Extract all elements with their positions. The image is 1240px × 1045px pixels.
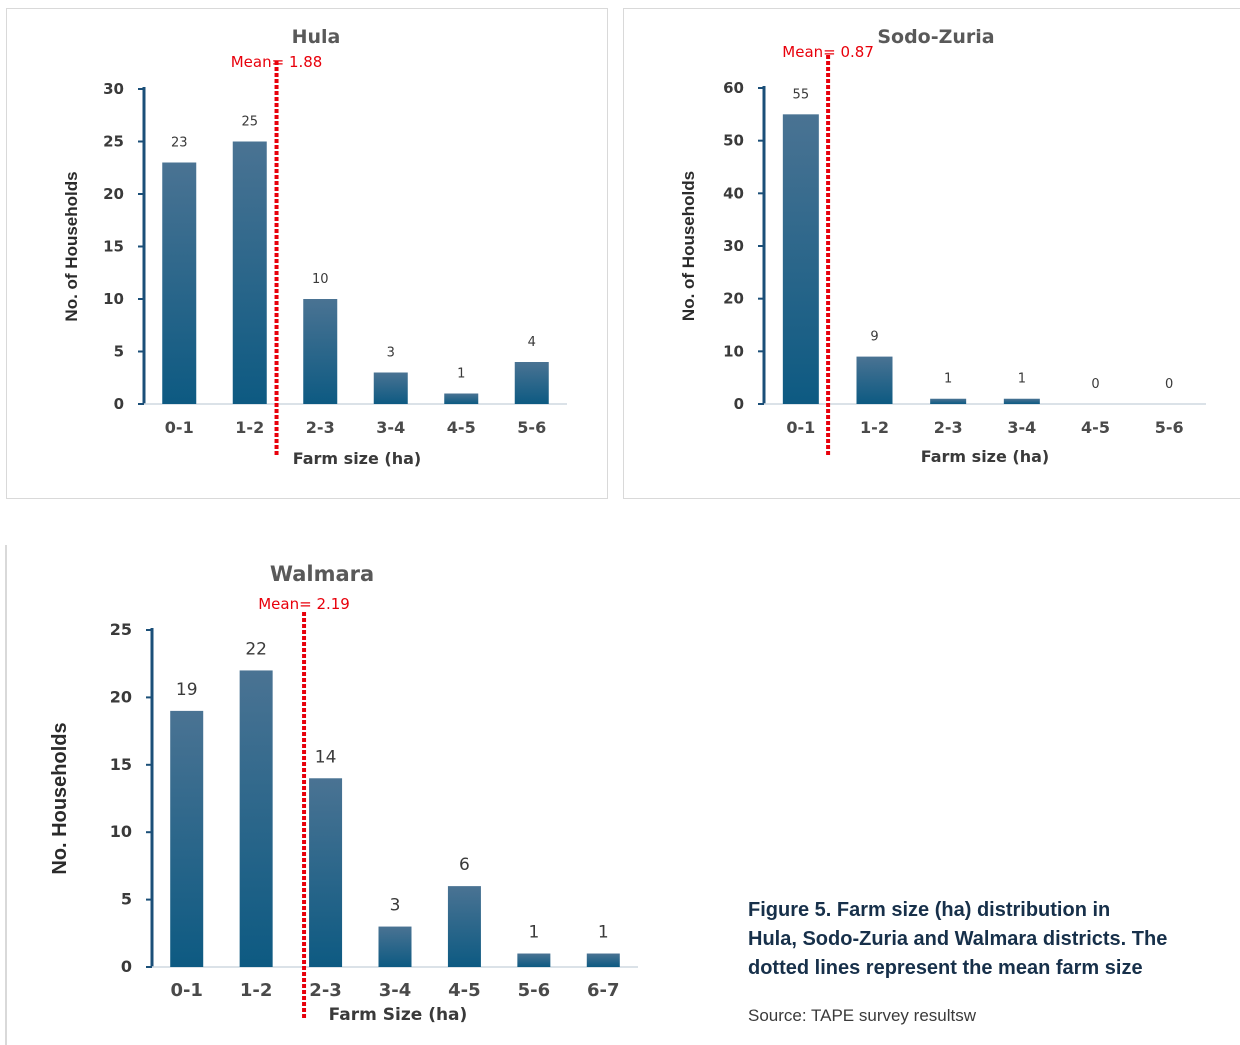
bar-2-3	[930, 398, 967, 404]
y-tick-label: 25	[110, 620, 132, 639]
y-tick-label: 25	[103, 133, 124, 151]
data-label: 19	[176, 680, 198, 700]
y-tick-label: 50	[723, 132, 744, 150]
y-tick-label: 5	[121, 890, 132, 909]
bar-0-1	[782, 114, 819, 404]
x-tick-label: 3-4	[1007, 418, 1036, 437]
bar-4-5	[444, 393, 479, 404]
mean-label: Mean= 1.88	[231, 53, 323, 71]
chart-panel-sodo-zuria: Sodo-Zuria 0 10 20 30 40 50 60 55 0-1 9 1-2 1 2-3 1 3-4…	[623, 8, 1240, 499]
x-tick-label: 0-1	[786, 418, 815, 437]
y-tick-label: 20	[103, 185, 124, 203]
x-tick-label: 4-5	[1081, 418, 1110, 437]
x-tick-label: 5-6	[517, 418, 546, 437]
y-axis-label: No. of Households	[679, 171, 698, 321]
x-tick-label: 2-3	[309, 980, 342, 1001]
data-label: 14	[315, 747, 337, 767]
y-tick-label: 30	[723, 237, 744, 255]
y-tick-label: 0	[114, 395, 124, 413]
bar-1-2	[856, 356, 893, 404]
data-label: 23	[171, 136, 188, 151]
chart-walmara: Walmara 0 5 10 15 20 25 19 0-1 22 1-2 14 2-3 3 3-4 6 4-5…	[49, 562, 638, 1025]
x-tick-label: 4-5	[448, 980, 481, 1001]
x-axis-label: Farm Size (ha)	[329, 1005, 468, 1025]
chart-title: Hula	[292, 26, 341, 48]
chart-title: Walmara	[270, 562, 374, 586]
data-label: 9	[870, 330, 878, 345]
chart-hula: Hula 0 5 10 15 20 25 30 23 0-1 25 1-2 10 2-3 3 3-4 1 4-5 4…	[62, 26, 567, 468]
chart-panel-hula: Hula 0 5 10 15 20 25 30 23 0-1 25 1-2 10 2-3 3 3-4 1 4-5 4…	[6, 8, 608, 499]
data-label: 22	[245, 639, 267, 659]
x-tick-label: 3-4	[376, 418, 405, 437]
y-tick-label: 20	[723, 290, 744, 308]
mean-label: Mean= 0.87	[782, 43, 874, 61]
y-tick-label: 20	[110, 687, 132, 706]
data-label: 1	[528, 923, 539, 943]
y-tick-label: 0	[734, 395, 744, 413]
y-tick-label: 10	[723, 342, 744, 360]
chart-sodo-zuria: Sodo-Zuria 0 10 20 30 40 50 60 55 0-1 9 1-2 1 2-3 1 3-4…	[679, 26, 1206, 466]
x-axis-label: Farm size (ha)	[293, 449, 421, 468]
x-tick-label: 0-1	[170, 980, 203, 1001]
x-tick-label: 0-1	[165, 418, 194, 437]
y-tick-label: 15	[110, 755, 132, 774]
y-tick-label: 5	[114, 343, 124, 361]
x-tick-label: 1-2	[240, 980, 273, 1001]
data-label: 3	[390, 896, 401, 916]
figure-source: Source: TAPE survey resultsw	[748, 1006, 977, 1025]
bar-5-6	[514, 362, 549, 404]
data-label: 1	[457, 367, 465, 382]
bar-1-2	[232, 141, 267, 404]
y-tick-label: 10	[103, 290, 124, 308]
bar-4-5	[447, 886, 481, 967]
bar-0-1	[162, 162, 197, 404]
y-axis-label: No. Households	[49, 722, 71, 874]
data-label: 4	[528, 335, 536, 350]
x-tick-label: 5-6	[518, 980, 551, 1001]
data-label: 3	[387, 346, 395, 361]
bar-3-4	[378, 926, 412, 967]
data-label: 10	[312, 272, 329, 287]
data-label: 0	[1091, 377, 1099, 392]
y-tick-label: 60	[723, 79, 744, 97]
bar-1-2	[239, 670, 273, 967]
y-axis-label: No. of Households	[62, 171, 81, 321]
bar-2-3	[303, 299, 338, 404]
x-tick-label: 3-4	[379, 980, 412, 1001]
y-tick-label: 30	[103, 80, 124, 98]
data-label: 6	[459, 855, 470, 875]
y-tick-label: 10	[110, 822, 132, 841]
bar-6-7	[586, 953, 620, 967]
y-tick-label: 0	[121, 957, 132, 976]
mean-label: Mean= 2.19	[258, 595, 350, 613]
bar-2-3	[309, 778, 343, 967]
x-tick-label: 5-6	[1155, 418, 1184, 437]
data-label: 1	[598, 923, 609, 943]
y-tick-label: 40	[723, 184, 744, 202]
data-label: 1	[944, 372, 952, 387]
x-tick-label: 2-3	[306, 418, 335, 437]
x-tick-label: 4-5	[447, 418, 476, 437]
x-tick-label: 6-7	[587, 980, 620, 1001]
x-tick-label: 2-3	[934, 418, 963, 437]
x-axis-label: Farm size (ha)	[921, 447, 1049, 466]
chart-panel-walmara: Walmara 0 5 10 15 20 25 19 0-1 22 1-2 14 2-3 3 3-4 6 4-5…	[5, 545, 645, 1045]
bar-3-4	[1003, 398, 1040, 404]
data-label: 1	[1018, 372, 1026, 387]
bar-0-1	[170, 710, 204, 967]
y-tick-label: 15	[103, 238, 124, 256]
data-label: 55	[793, 87, 810, 102]
x-tick-label: 1-2	[860, 418, 889, 437]
bar-5-6	[517, 953, 551, 967]
data-label: 25	[241, 115, 258, 130]
chart-title: Sodo-Zuria	[877, 26, 994, 48]
bar-3-4	[373, 372, 408, 404]
figure-caption: Figure 5. Farm size (ha) distribution in…	[748, 899, 1168, 979]
x-tick-label: 1-2	[235, 418, 264, 437]
data-label: 0	[1165, 377, 1173, 392]
